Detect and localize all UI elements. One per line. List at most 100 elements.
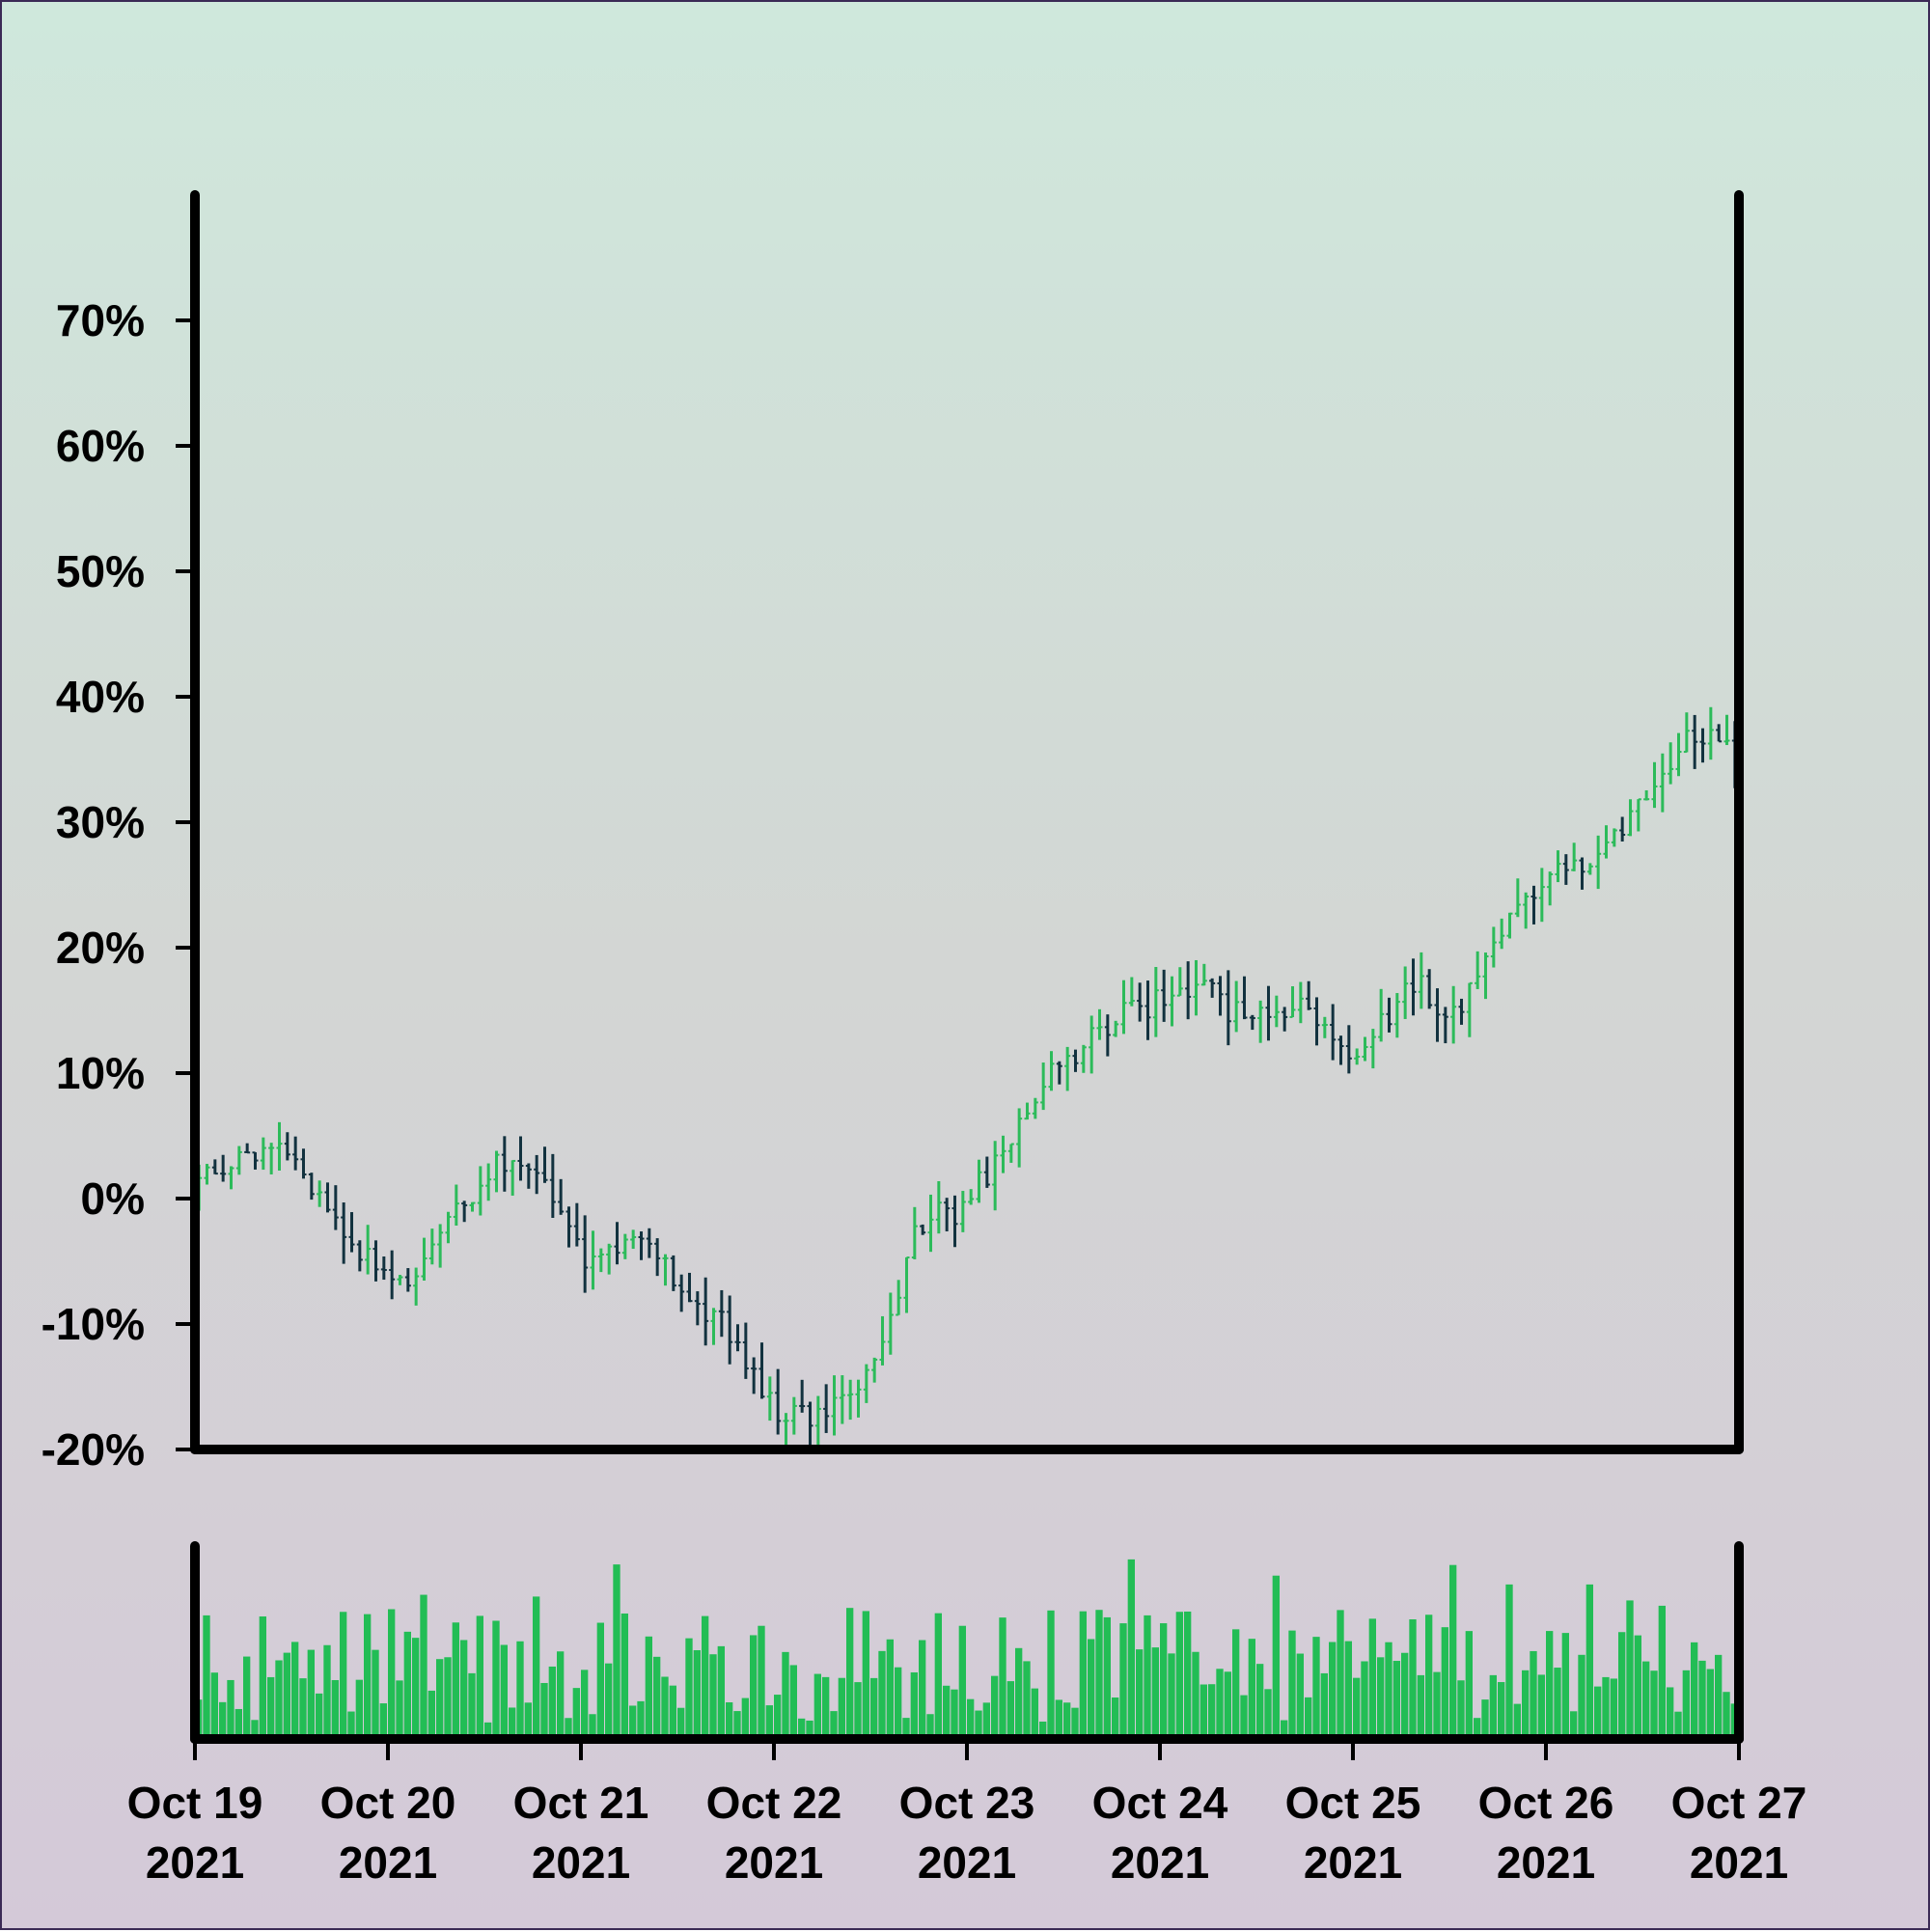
x-tick-label-year: 2021	[918, 1837, 1016, 1888]
ohlc-bar	[1707, 706, 1714, 760]
ohlc-bar	[927, 1194, 934, 1253]
volume-bar	[1546, 1631, 1554, 1739]
ohlc-bar	[1024, 1102, 1031, 1120]
ohlc-bar	[976, 1159, 982, 1203]
volume-bar	[468, 1672, 476, 1739]
x-tick-label-year: 2021	[1690, 1837, 1788, 1888]
volume-bar	[412, 1638, 420, 1739]
volume-bar	[878, 1650, 886, 1739]
ohlc-bar	[871, 1357, 878, 1383]
ohlc-bar	[204, 1164, 210, 1185]
volume-bar	[1240, 1695, 1248, 1739]
volume-bar	[307, 1649, 315, 1739]
ohlc-bar	[1595, 835, 1602, 890]
x-tick-label-year: 2021	[532, 1837, 630, 1888]
ohlc-bar	[268, 1143, 275, 1174]
volume-bar	[1088, 1639, 1095, 1739]
ohlc-bar	[1257, 1000, 1264, 1043]
volume-bar	[1224, 1671, 1231, 1739]
ohlc-bar	[863, 1364, 869, 1403]
ohlc-bar	[799, 1379, 806, 1413]
volume-bar	[693, 1649, 701, 1739]
volume-bar	[509, 1707, 516, 1739]
ohlc-bar	[461, 1201, 468, 1223]
volume-bar	[1610, 1678, 1617, 1739]
x-tick-label: Oct 23 2021	[899, 1778, 1035, 1888]
volume-bar	[1618, 1632, 1626, 1739]
volume-bar	[1723, 1692, 1730, 1739]
volume-bar	[765, 1705, 773, 1739]
volume-bar	[1095, 1610, 1103, 1739]
volume-bars	[195, 1559, 1738, 1739]
ohlc-bar	[1056, 1061, 1062, 1085]
volume-bar	[1433, 1671, 1441, 1739]
ohlc-bar	[1096, 1008, 1103, 1040]
ohlc-bar	[1723, 714, 1730, 746]
volume-bar	[1594, 1686, 1602, 1739]
volume-bar	[1706, 1669, 1714, 1739]
ohlc-bar	[1354, 1048, 1361, 1065]
ohlc-bar	[244, 1143, 251, 1154]
x-tick-label-year: 2021	[725, 1837, 823, 1888]
volume-bar	[1642, 1661, 1650, 1739]
volume-bar	[340, 1612, 347, 1739]
volume-bar	[540, 1682, 548, 1739]
ohlc-bar	[1675, 732, 1682, 777]
ohlc-bar	[1562, 854, 1569, 885]
volume-bar	[951, 1689, 958, 1739]
ohlc-bar	[1297, 981, 1304, 1024]
ohlc-bar	[1402, 966, 1409, 1019]
volume-bar	[1023, 1661, 1031, 1739]
ohlc-bar	[421, 1237, 427, 1282]
ohlc-bar	[1586, 863, 1593, 875]
x-tick-label: Oct 25 2021	[1285, 1778, 1421, 1888]
ohlc-bar	[734, 1324, 741, 1352]
volume-bar	[1522, 1670, 1530, 1739]
ohlc-bar	[541, 1146, 548, 1183]
volume-bar	[1474, 1718, 1481, 1739]
volume-bar	[444, 1657, 452, 1739]
ohlc-bar	[1185, 961, 1192, 1020]
volume-bar	[629, 1705, 637, 1739]
x-tick-label-date: Oct 21	[513, 1778, 649, 1828]
ohlc-bar	[670, 1255, 676, 1291]
volume-bar	[596, 1622, 604, 1739]
volume-bar	[620, 1613, 628, 1739]
volume-bar	[934, 1613, 942, 1739]
ohlc-bar	[1080, 1044, 1087, 1073]
volume-bar	[685, 1638, 693, 1739]
volume-bar	[1272, 1575, 1280, 1739]
ohlc-bar	[662, 1254, 669, 1286]
volume-bar	[427, 1690, 435, 1739]
volume-bar	[1425, 1615, 1433, 1739]
ohlc-bar	[1692, 714, 1698, 769]
volume-bar	[372, 1649, 379, 1739]
volume-bar	[1232, 1629, 1240, 1739]
ohlc-bar	[959, 1191, 966, 1232]
ohlc-bar	[1466, 981, 1473, 1037]
x-tick-labels: Oct 19 2021 Oct 20 2021 Oct 21 2021 Oct 22 2021…	[127, 1778, 1807, 1888]
volume-bar	[331, 1679, 339, 1739]
x-tick-label-year: 2021	[1111, 1837, 1209, 1888]
volume-bar	[1691, 1642, 1698, 1739]
volume-bar	[750, 1635, 758, 1739]
ohlc-bar	[485, 1163, 492, 1201]
volume-bar	[1658, 1605, 1666, 1739]
volume-bar	[388, 1609, 396, 1739]
ohlc-bar	[493, 1150, 500, 1193]
ohlc-bar	[814, 1395, 821, 1449]
volume-bar	[1409, 1619, 1417, 1739]
volume-bar	[1192, 1651, 1199, 1739]
volume-bar	[572, 1688, 580, 1739]
ohlc-bar	[1393, 993, 1400, 1038]
volume-bar	[234, 1708, 242, 1739]
volume-bar	[379, 1703, 387, 1739]
volume-bar	[1417, 1674, 1424, 1739]
volume-bar	[902, 1718, 910, 1739]
x-tick-label-date: Oct 25	[1285, 1778, 1421, 1828]
volume-bar	[1305, 1697, 1312, 1739]
volume-bar	[605, 1663, 613, 1739]
ohlc-bar	[1321, 1016, 1328, 1038]
ohlc-bar	[1475, 951, 1481, 989]
ohlc-bar	[348, 1212, 355, 1253]
